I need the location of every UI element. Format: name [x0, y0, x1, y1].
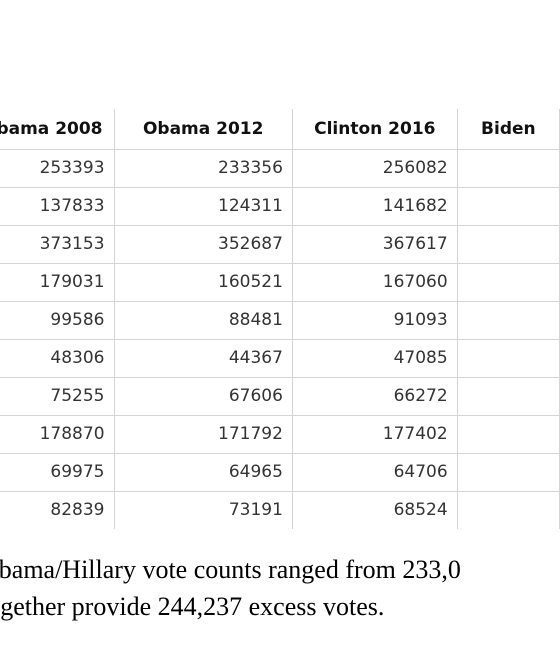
table-cell[interactable]: 99586: [0, 300, 115, 340]
table-body: 253393 233356 256082 137833 124311 141682 3731…: [0, 148, 560, 529]
table-cell[interactable]: 367617: [291, 224, 458, 264]
table-row: 99586 88481 91093: [0, 300, 560, 340]
table-cell[interactable]: 160521: [113, 262, 293, 302]
table-cell[interactable]: [456, 376, 560, 416]
table-row: 82839 73191 68524: [0, 490, 560, 529]
table-cell[interactable]: 137833: [0, 186, 115, 226]
table-cell[interactable]: [456, 490, 560, 529]
table-cell[interactable]: 68524: [291, 490, 458, 529]
table-cell[interactable]: 253393: [0, 148, 115, 188]
table-cell[interactable]: 75255: [0, 376, 115, 416]
table-cell[interactable]: [456, 414, 560, 454]
table-cell[interactable]: 91093: [291, 300, 458, 340]
column-header-biden[interactable]: Biden: [456, 109, 560, 150]
table-cell[interactable]: [456, 452, 560, 492]
table-cell[interactable]: 47085: [291, 338, 458, 378]
table-row: 178870 171792 177402: [0, 414, 560, 454]
table-cell[interactable]: 82839: [0, 490, 115, 529]
table-cell[interactable]: [456, 338, 560, 378]
table-cell[interactable]: 352687: [113, 224, 293, 264]
table-cell[interactable]: 256082: [291, 148, 458, 188]
table-cell[interactable]: [456, 224, 560, 264]
table-cell[interactable]: 373153: [0, 224, 115, 264]
table-cell[interactable]: 66272: [291, 376, 458, 416]
article-caption: Obama/Hillary vote counts ranged from 23…: [0, 551, 560, 625]
table-cell[interactable]: 124311: [113, 186, 293, 226]
table-cell[interactable]: 233356: [113, 148, 293, 188]
table-cell[interactable]: 178870: [0, 414, 115, 454]
table-row: 137833 124311 141682: [0, 186, 560, 226]
caption-line-1: Obama/Hillary vote counts ranged from 23…: [0, 555, 461, 584]
table-cell[interactable]: 69975: [0, 452, 115, 492]
column-header-obama-2008[interactable]: Obama 2008: [0, 109, 115, 150]
table-row: 48306 44367 47085: [0, 338, 560, 378]
table-cell[interactable]: 64965: [113, 452, 293, 492]
table-cell[interactable]: 64706: [291, 452, 458, 492]
column-header-clinton-2016[interactable]: Clinton 2016: [291, 109, 458, 150]
table-cell[interactable]: [456, 186, 560, 226]
table-row: 253393 233356 256082: [0, 148, 560, 188]
caption-line-2: together provide 244,237 excess votes.: [0, 592, 385, 621]
spreadsheet-table-view: Obama 2008 Obama 2012 Clinton 2016 Biden…: [0, 109, 560, 529]
table-cell[interactable]: 177402: [291, 414, 458, 454]
table-cell[interactable]: [456, 300, 560, 340]
table-row: 373153 352687 367617: [0, 224, 560, 264]
table-row: 69975 64965 64706: [0, 452, 560, 492]
table-cell[interactable]: 67606: [113, 376, 293, 416]
column-header-obama-2012[interactable]: Obama 2012: [113, 109, 293, 150]
vote-count-table: Obama 2008 Obama 2012 Clinton 2016 Biden…: [0, 109, 560, 529]
table-cell[interactable]: 48306: [0, 338, 115, 378]
table-cell[interactable]: 167060: [291, 262, 458, 302]
table-row: 75255 67606 66272: [0, 376, 560, 416]
table-cell[interactable]: 141682: [291, 186, 458, 226]
header-row: Obama 2008 Obama 2012 Clinton 2016 Biden: [0, 109, 560, 150]
table-cell[interactable]: 179031: [0, 262, 115, 302]
table-cell[interactable]: 73191: [113, 490, 293, 529]
table-cell[interactable]: 44367: [113, 338, 293, 378]
table-cell[interactable]: 171792: [113, 414, 293, 454]
table-cell[interactable]: [456, 148, 560, 188]
table-cell[interactable]: [456, 262, 560, 302]
table-row: 179031 160521 167060: [0, 262, 560, 302]
table-cell[interactable]: 88481: [113, 300, 293, 340]
